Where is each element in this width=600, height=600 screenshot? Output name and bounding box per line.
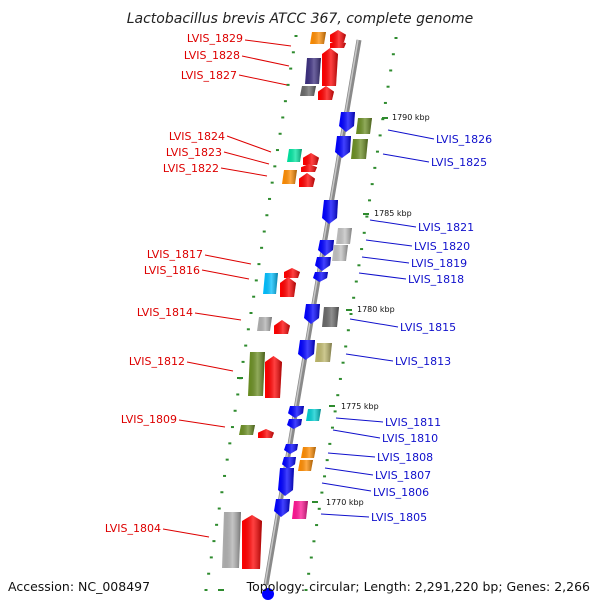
gene-arrow-lvis-1804[interactable] [242,515,262,569]
gene-label-lvis-1822[interactable]: LVIS_1822 [163,162,219,175]
gene-box-lvis-1826[interactable] [356,118,372,134]
gene-label-lvis-1828[interactable]: LVIS_1828 [184,49,240,62]
gene-label-lvis-1820[interactable]: LVIS_1820 [414,240,470,253]
gene-box-lvis-1809[interactable] [239,425,255,435]
scale-labels: 1790 kbp 1785 kbp 1780 kbp 1775 kbp 1770… [326,113,430,507]
gene-box-lvis-1827[interactable] [300,86,316,96]
gene-box-lvis-1820a[interactable] [336,228,352,244]
gene-label-lvis-1817[interactable]: LVIS_1817 [147,248,203,261]
gene-label-lvis-1815[interactable]: LVIS_1815 [400,321,456,334]
gene-label-lvis-1812[interactable]: LVIS_1812 [129,355,185,368]
gene-box-lvis-1824[interactable] [287,149,302,162]
gene-arrow-lvis-1821[interactable] [322,200,338,224]
gene-box-lvis-1805[interactable] [292,501,308,519]
gene-box-lvis-1829[interactable] [310,32,326,44]
right-gene-labels: LVIS_1826 LVIS_1825 LVIS_1821 LVIS_1820 … [320,129,492,524]
gene-box-lvis-1815[interactable] [322,307,339,327]
gene-arrow-lvis-1812[interactable] [265,356,282,398]
gene-arrow-lvis-1823[interactable] [301,164,317,172]
gene-label-lvis-1816[interactable]: LVIS_1816 [144,264,200,277]
gene-box-lvis-1820b[interactable] [332,245,348,261]
gene-arrow-lvis-1806[interactable] [278,468,294,496]
gene-box-lvis-1804[interactable] [222,512,241,568]
gene-label-lvis-1809[interactable]: LVIS_1809 [121,413,177,426]
scale-label-1775: 1775 kbp [341,402,379,411]
scale-label-1780: 1780 kbp [357,305,395,314]
gene-arrow-lvis-1816[interactable] [280,277,296,297]
gene-label-lvis-1806[interactable]: LVIS_1806 [373,486,429,499]
gene-box-lvis-1811[interactable] [306,409,321,421]
gene-arrow-lvis-1810[interactable] [287,419,302,429]
tick-marks-left [204,35,298,591]
gene-arrow-lvis-1809[interactable] [258,429,274,438]
gene-arrow-lvis-1825[interactable] [335,136,351,158]
gene-arrow-lvis-1815[interactable] [304,304,320,324]
topology-text: Topology: circular; Length: 2,291,220 bp… [246,579,590,594]
gene-arrow-lvis-1824[interactable] [303,153,319,165]
gene-label-lvis-1807[interactable]: LVIS_1807 [375,469,431,482]
gene-arrow-lvis-1805[interactable] [274,499,290,517]
scale-label-1770: 1770 kbp [326,498,364,507]
gene-label-lvis-1826[interactable]: LVIS_1826 [436,133,492,146]
gene-arrow-lvis-1814[interactable] [274,320,290,334]
gene-label-lvis-1804[interactable]: LVIS_1804 [105,522,161,535]
left-gene-labels: LVIS_1829 LVIS_1828 LVIS_1827 LVIS_1824 … [105,32,292,538]
scale-label-1790: 1790 kbp [392,113,430,122]
gene-label-lvis-1805[interactable]: LVIS_1805 [371,511,427,524]
gene-arrow-lvis-1829b[interactable] [330,40,346,48]
gene-arrow-lvis-1828[interactable] [322,48,338,86]
gene-arrow-lvis-1829[interactable] [330,30,346,42]
gene-label-lvis-1825[interactable]: LVIS_1825 [431,156,487,169]
gene-arrow-lvis-1822[interactable] [299,173,315,187]
gene-arrow-lvis-1817[interactable] [284,268,300,278]
gene-label-lvis-1829[interactable]: LVIS_1829 [187,32,243,45]
gene-arrow-lvis-1808b[interactable] [282,457,296,469]
gene-box-lvis-1807[interactable] [298,460,313,471]
gene-label-lvis-1821[interactable]: LVIS_1821 [418,221,474,234]
gene-box-lvis-1808[interactable] [301,447,316,458]
gene-box-lvis-1828[interactable] [305,58,321,84]
gene-arrow-lvis-1820[interactable] [318,240,334,256]
gene-arrow-lvis-1808a[interactable] [284,444,298,454]
gene-label-lvis-1808[interactable]: LVIS_1808 [377,451,433,464]
gene-features [222,30,372,569]
gene-box-lvis-1825[interactable] [351,139,368,159]
gene-box-lvis-1812[interactable] [248,352,265,396]
gene-box-lvis-1816[interactable] [263,273,278,294]
gene-arrow-lvis-1818[interactable] [313,272,328,282]
gene-arrow-lvis-1811[interactable] [288,406,304,418]
gene-arrow-lvis-1819[interactable] [315,257,331,271]
gene-label-lvis-1824[interactable]: LVIS_1824 [169,130,225,143]
map-title: Lactobacillus brevis ATCC 367, complete … [127,11,474,27]
gene-label-lvis-1811[interactable]: LVIS_1811 [385,416,441,429]
gene-label-lvis-1823[interactable]: LVIS_1823 [166,146,222,159]
gene-label-lvis-1827[interactable]: LVIS_1827 [181,69,237,82]
gene-label-lvis-1814[interactable]: LVIS_1814 [137,306,193,319]
gene-label-lvis-1810[interactable]: LVIS_1810 [382,432,438,445]
accession-text: Accession: NC_008497 [8,579,151,594]
scale-label-1785: 1785 kbp [374,209,412,218]
gene-arrow-lvis-1827[interactable] [318,86,334,100]
gene-box-lvis-1814[interactable] [257,317,272,331]
gene-label-lvis-1818[interactable]: LVIS_1818 [408,273,464,286]
tick-marks-right [218,37,398,591]
gene-label-lvis-1819[interactable]: LVIS_1819 [411,257,467,270]
gene-box-lvis-1822[interactable] [282,170,297,184]
gene-box-lvis-1813[interactable] [315,343,332,362]
bottom-partial-feature [262,588,274,600]
gene-arrow-lvis-1813[interactable] [298,340,315,360]
gene-arrow-lvis-1826[interactable] [339,112,355,132]
gene-label-lvis-1813[interactable]: LVIS_1813 [395,355,451,368]
